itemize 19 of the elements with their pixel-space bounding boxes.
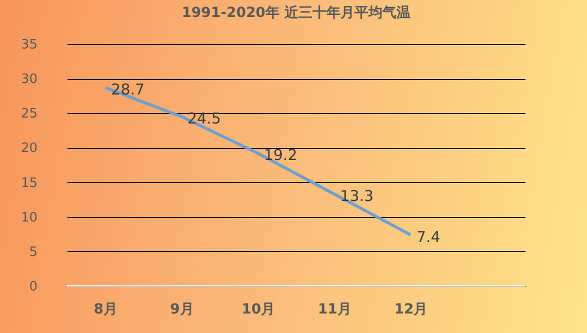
y-tick-label: 20 bbox=[20, 141, 38, 156]
data-label: 19.2 bbox=[264, 146, 298, 164]
x-tick-label: 8月 bbox=[94, 302, 118, 318]
x-tick-label: 11月 bbox=[318, 302, 352, 318]
x-tick-label: 12月 bbox=[394, 302, 428, 318]
x-tick-label: 10月 bbox=[242, 302, 276, 318]
y-tick-label: 10 bbox=[20, 210, 38, 226]
y-tick-label: 30 bbox=[20, 72, 38, 88]
y-tick-label: 5 bbox=[29, 244, 38, 260]
data-label: 7.4 bbox=[416, 228, 440, 246]
chart-title: 1991-2020年 近三十年月平均气温 bbox=[182, 4, 410, 21]
y-tick-label: 15 bbox=[20, 176, 38, 191]
y-tick-label: 0 bbox=[29, 280, 38, 294]
y-tick-label: 35 bbox=[20, 38, 38, 52]
data-label: 28.7 bbox=[111, 80, 145, 99]
x-tick-label: 9月 bbox=[170, 302, 194, 318]
data-label: 24.5 bbox=[188, 110, 221, 128]
y-tick-label: 25 bbox=[20, 106, 38, 122]
data-label: 13.3 bbox=[340, 187, 374, 206]
